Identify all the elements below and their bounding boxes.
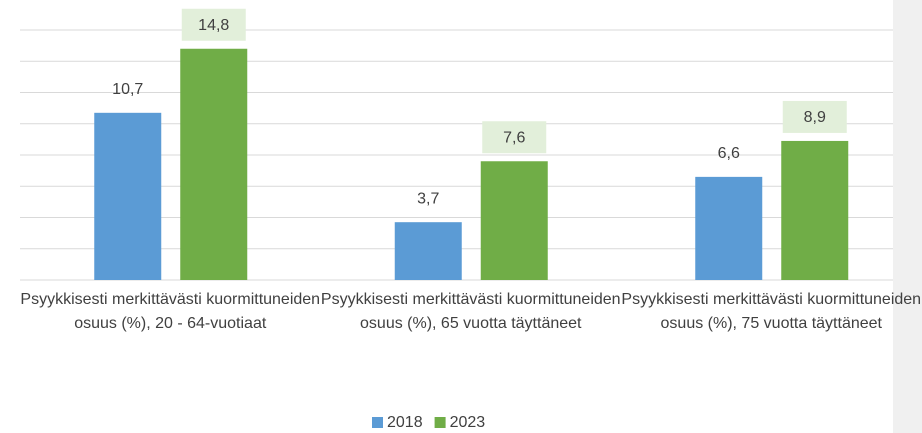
legend-swatch bbox=[372, 417, 383, 428]
data-label: 6,6 bbox=[718, 145, 740, 162]
label-box bbox=[181, 8, 246, 41]
x-tick-label: Psyykkisesti merkittävästi kuormittuneid… bbox=[20, 291, 321, 332]
data-label: 14,8 bbox=[198, 17, 229, 34]
side-strip bbox=[893, 0, 922, 433]
data-label: 7,6 bbox=[503, 129, 525, 146]
data-label: 3,7 bbox=[417, 190, 439, 207]
bar bbox=[394, 222, 462, 280]
bar bbox=[94, 112, 162, 280]
bar bbox=[781, 140, 849, 280]
legend-label: 2018 bbox=[387, 414, 423, 431]
x-tick-label: Psyykkisesti merkittävästi kuormittuneid… bbox=[621, 291, 922, 332]
data-label: 8,9 bbox=[804, 109, 826, 126]
bar bbox=[695, 176, 763, 280]
label-box bbox=[782, 100, 847, 133]
bar bbox=[480, 161, 548, 280]
label-box bbox=[482, 121, 547, 154]
data-label: 10,7 bbox=[112, 81, 143, 98]
legend-label: 2023 bbox=[450, 414, 486, 431]
x-tick-label: Psyykkisesti merkittävästi kuormittuneid… bbox=[320, 291, 621, 332]
legend-swatch bbox=[434, 417, 446, 428]
bar bbox=[180, 48, 248, 280]
